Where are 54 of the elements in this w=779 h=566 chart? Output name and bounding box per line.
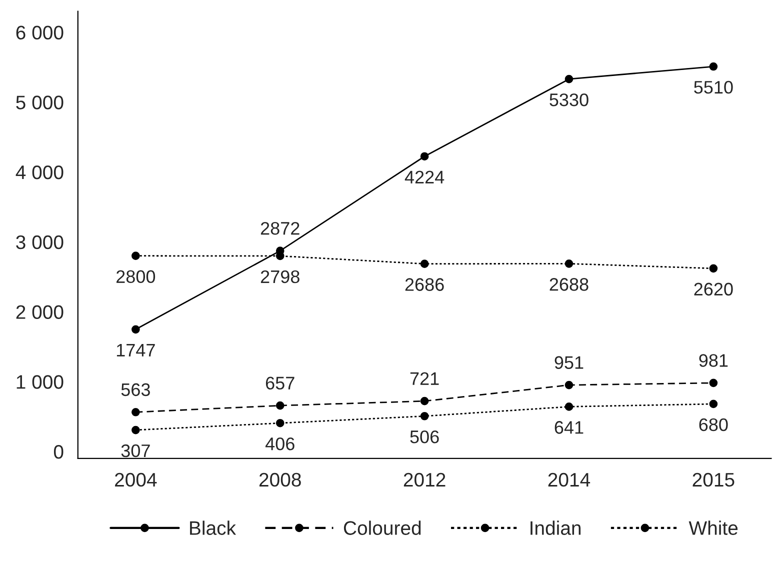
point [276,401,284,410]
data-label: 5510 [694,80,733,94]
legend-label: Indian [530,520,581,535]
point [564,380,574,390]
data-label: 307 [121,444,150,458]
data-label: 2688 [550,278,588,291]
data-label: 563 [121,383,150,396]
data-label: 5330 [550,93,588,106]
point [132,426,140,434]
x-tick-label: 2008 [259,472,301,487]
legend-label: Coloured [344,520,421,535]
x-tick-label: 2015 [692,472,734,487]
legend-label: White [688,520,738,535]
y-tick-label: 3 000 [16,235,64,250]
point [564,74,574,84]
data-label: 657 [266,376,294,390]
y-tick-label: 1 000 [16,375,64,389]
point [420,412,429,420]
y-tick-label: 0 [54,444,64,459]
x-tick-label: 2012 [404,472,446,487]
x-tick-label: 2014 [548,472,590,487]
data-label: 680 [699,418,728,432]
data-label: 641 [554,421,584,434]
data-label: 951 [554,356,584,369]
x-tick-label: 2004 [115,472,157,487]
data-label: 981 [699,354,728,367]
data-label: 506 [410,430,439,444]
point [276,418,284,428]
point [132,252,140,260]
data-label: 2620 [694,282,733,296]
data-label: 721 [410,372,439,385]
legend-label: Black [190,520,236,535]
data-label: 4224 [404,170,444,184]
y-tick-label: 5 000 [16,96,64,110]
point [132,408,140,416]
y-tick-label: 6 000 [16,26,64,40]
point [420,152,429,161]
point [564,402,574,411]
point [709,378,718,388]
data-label: 2872 [260,222,300,235]
data-label: 2800 [116,270,156,283]
data-label: 2686 [405,278,444,291]
data-label: 406 [265,437,294,450]
point [709,62,718,71]
y-tick-label: 4 000 [16,165,64,180]
point [564,260,574,268]
y-tick-label: 2 000 [16,305,64,319]
data-label: 1747 [116,344,155,356]
point [132,325,140,334]
point [420,396,429,406]
point [420,260,429,268]
data-label: 2798 [260,270,300,284]
point [709,264,718,273]
point [709,400,718,408]
